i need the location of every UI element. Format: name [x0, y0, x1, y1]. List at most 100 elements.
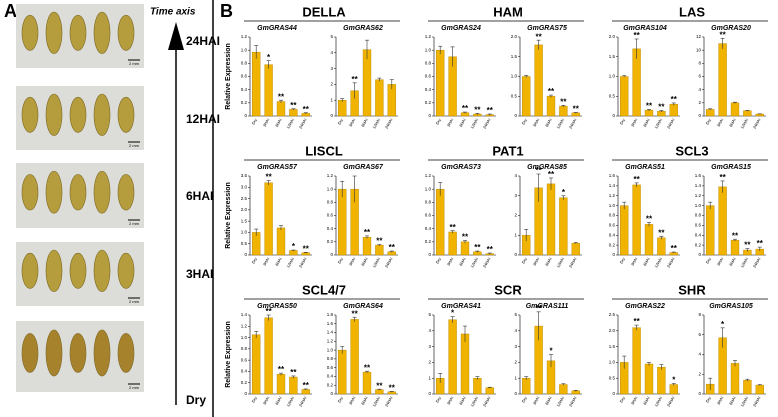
y-tick-label: 1.2 [241, 34, 248, 39]
y-tick-label: 0.4 [241, 369, 248, 374]
y-tick-label: 0.8 [425, 200, 432, 205]
significance-label: ** [290, 368, 297, 377]
x-tick-label: 24HAI [666, 257, 676, 269]
x-tick-label: Dry [619, 396, 626, 404]
x-tick-label: Dry [337, 118, 344, 126]
seed [117, 252, 135, 289]
bar [448, 319, 457, 395]
y-tick-label: 0 [330, 391, 333, 396]
gene-title: GmGRAS64 [343, 303, 383, 310]
y-tick-label: 1.2 [425, 34, 432, 39]
y-tick-label: 0.6 [327, 213, 334, 218]
y-axis-label: Relative Expression [225, 321, 232, 388]
significance-label: ** [757, 239, 764, 248]
y-tick-label: 5 [330, 34, 333, 39]
y-tick-label: 0.2 [327, 382, 334, 387]
x-tick-label: 3HAI [348, 396, 357, 406]
significance-label: ** [389, 383, 396, 392]
y-axis-label: Relative Expression [225, 182, 232, 249]
x-tick-label: 6HAI [274, 118, 283, 128]
y-tick-label: 0 [428, 252, 431, 257]
y-tick-label: 0.5 [609, 93, 616, 98]
significance-label: ** [265, 173, 272, 182]
significance-label: ** [633, 31, 640, 40]
seed [45, 329, 63, 377]
bar [546, 96, 556, 117]
significance-label: ** [548, 87, 555, 96]
y-tick-label: 1 [514, 375, 517, 380]
y-tick-label: 0 [514, 391, 517, 396]
x-tick-label: 12HAI [285, 257, 295, 269]
y-tick-label: 0.4 [327, 374, 334, 379]
significance-label: * [267, 53, 271, 62]
bar [657, 366, 666, 395]
x-tick-label: 12HAI [739, 118, 749, 130]
bar [669, 384, 678, 395]
bar [534, 44, 543, 117]
y-tick-label: 0.6 [695, 223, 702, 228]
bar [632, 327, 641, 395]
x-tick-label: 6HAI [544, 118, 553, 128]
x-tick-label: 24HAI [666, 118, 676, 130]
bar [559, 197, 568, 256]
bar [632, 48, 641, 117]
y-tick-label: 1.4 [327, 330, 334, 335]
significance-label: ** [535, 166, 542, 175]
bar [375, 79, 384, 117]
bar [657, 237, 666, 256]
x-tick-label: 3HAI [348, 257, 357, 267]
time-point-label: 12HAI [186, 112, 220, 126]
x-tick-label: 3HAI [262, 257, 271, 267]
significance-label: ** [573, 105, 580, 114]
y-tick-label: 2.0 [609, 34, 616, 39]
x-tick-label: 24HAI [384, 257, 394, 269]
y-tick-label: 3 [428, 344, 431, 349]
y-tick-label: 1.0 [609, 360, 616, 365]
significance-label: ** [474, 105, 481, 114]
y-tick-label: 0.4 [425, 226, 432, 231]
y-tick-label: 0.2 [695, 242, 702, 247]
x-tick-label: 3HAI [446, 396, 455, 406]
seed [117, 174, 135, 211]
y-tick-label: 0 [698, 252, 701, 257]
y-tick-label: 0 [612, 252, 615, 257]
gene-title: GmGRAS24 [441, 25, 481, 32]
y-tick-label: 1.0 [425, 186, 432, 191]
y-tick-label: 3 [514, 344, 517, 349]
y-tick-label: 1.2 [327, 173, 334, 178]
x-tick-label: 6HAI [642, 257, 651, 267]
significance-label: ** [462, 104, 469, 113]
y-tick-label: 1.0 [695, 203, 702, 208]
significance-label: ** [646, 101, 653, 110]
bar [706, 205, 715, 256]
y-tick-label: 0 [428, 113, 431, 118]
gene-title: GmGRAS51 [625, 164, 665, 171]
bar [632, 184, 641, 256]
y-tick-label: 1.2 [695, 193, 702, 198]
significance-label: ** [633, 175, 640, 184]
y-tick-label: 0.8 [425, 61, 432, 66]
x-tick-label: 3HAI [532, 118, 541, 128]
seed [69, 174, 87, 211]
gene-title: GmGRAS85 [527, 164, 567, 171]
x-tick-label: 3HAI [348, 118, 357, 128]
y-tick-label: 2.0 [609, 328, 616, 333]
gene-title: GmGRAS105 [709, 303, 753, 310]
bar [289, 109, 298, 117]
y-tick-label: 0 [698, 113, 701, 118]
y-tick-label: 6 [698, 74, 701, 79]
significance-label: ** [658, 103, 665, 112]
bar [755, 113, 764, 117]
y-tick-label: 5 [428, 312, 431, 317]
scale-label: 2 mm [129, 385, 140, 390]
y-tick-label: 0 [698, 391, 701, 396]
x-tick-label: 12HAI [469, 257, 479, 269]
seed [21, 174, 39, 211]
x-tick-label: 6HAI [360, 118, 369, 128]
bar [264, 64, 273, 117]
x-tick-label: 24HAI [666, 396, 676, 408]
seed [93, 249, 111, 292]
gene-title: GmGRAS104 [623, 25, 667, 32]
y-tick-label: 0.6 [425, 74, 432, 79]
significance-label: ** [265, 307, 272, 316]
